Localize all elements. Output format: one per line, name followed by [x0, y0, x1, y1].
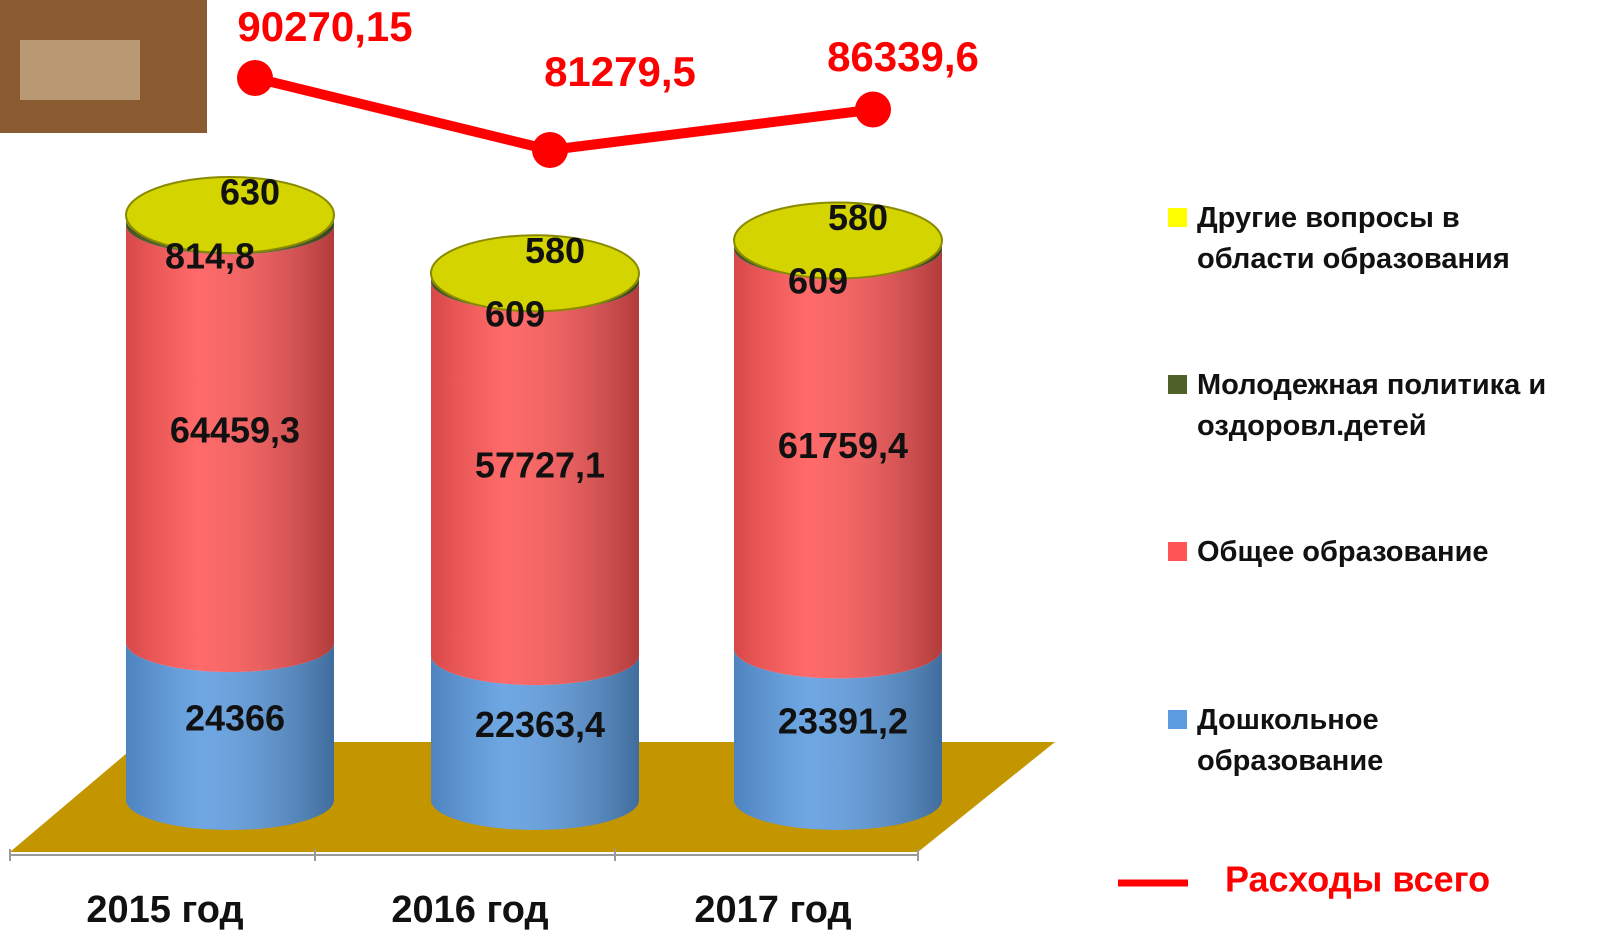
x-tick-label: 2016 год [391, 889, 548, 931]
legend-label: Другие вопросы в области образования [1197, 198, 1557, 280]
data-label: 22363,4 [475, 704, 605, 745]
data-label: 23391,2 [778, 701, 908, 742]
x-tick-label: 2017 год [694, 889, 851, 931]
line-label: 90270,15 [237, 3, 412, 50]
legend-label: Дошкольное образование [1197, 700, 1557, 782]
line-point [237, 60, 273, 96]
legend-swatch [1168, 375, 1187, 394]
data-label: 630 [220, 172, 280, 213]
x-tick-label: 2015 год [86, 889, 243, 931]
data-label: 64459,3 [170, 410, 300, 451]
legend-item: Молодежная политика и оздоровл.детей [1168, 365, 1588, 447]
legend-swatch [1168, 710, 1187, 729]
chart-canvas: 2015 год 24366 64459,3 814,8 630 2016 год 2236… [0, 0, 1602, 951]
legend-label: Общее образование [1197, 532, 1489, 573]
line-label: 81279,5 [544, 48, 696, 95]
data-label: 580 [525, 230, 585, 271]
photo-detail [20, 40, 140, 100]
legend-label: Расходы всего [1225, 859, 1490, 900]
legend-item: Дошкольное образование [1168, 700, 1588, 782]
data-label: 609 [485, 294, 545, 335]
legend-swatch [1168, 542, 1187, 561]
legend-item: Общее образование [1168, 532, 1588, 573]
data-label: 609 [788, 261, 848, 302]
data-label: 580 [828, 197, 888, 238]
line-label: 86339,6 [827, 33, 979, 80]
legend-item: Другие вопросы в области образования [1168, 198, 1588, 280]
data-label: 57727,1 [475, 445, 605, 486]
chart: 2015 год 24366 64459,3 814,8 630 2016 год 2236… [0, 0, 1602, 951]
data-label: 814,8 [165, 236, 255, 277]
line-point [855, 91, 891, 127]
data-label: 61759,4 [778, 425, 908, 466]
data-label: 24366 [185, 698, 285, 739]
legend-label: Молодежная политика и оздоровл.детей [1197, 365, 1557, 447]
legend-swatch [1168, 208, 1187, 227]
line-point [532, 132, 568, 168]
